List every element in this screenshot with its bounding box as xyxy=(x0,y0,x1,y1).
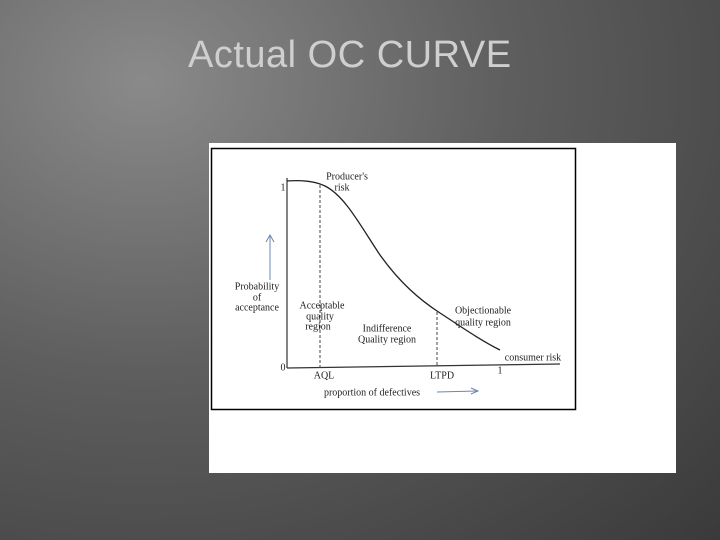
right-arrow xyxy=(436,390,478,393)
axis-label: of xyxy=(253,292,262,303)
axis-label: acceptance xyxy=(235,302,279,313)
label: region xyxy=(305,321,331,332)
oc-curve xyxy=(286,180,501,351)
label: consumer risk xyxy=(505,352,561,363)
label: AQL xyxy=(314,370,335,381)
label: Producer's xyxy=(326,171,368,182)
label: LTPD xyxy=(430,370,454,381)
label: Quality region xyxy=(358,334,416,345)
tick-label: 1 xyxy=(281,182,286,193)
label: Objectionable xyxy=(455,305,512,316)
label: Acceptable xyxy=(300,300,346,311)
up-arrow-head xyxy=(265,233,275,243)
x-axis xyxy=(286,363,561,369)
axis-label: proportion of defectives xyxy=(324,387,420,398)
label: quality xyxy=(306,311,334,322)
label: quality region xyxy=(455,317,511,328)
tick-label: 1 xyxy=(498,365,503,376)
tick-label: 0 xyxy=(281,362,286,373)
slide-title: Actual OC CURVE xyxy=(188,34,512,76)
figure-background xyxy=(209,143,676,473)
label: Indifference xyxy=(363,323,412,334)
figure-frame xyxy=(210,147,577,411)
label: risk xyxy=(335,182,350,193)
right-arrow-head xyxy=(470,387,480,395)
axis-label: Probability xyxy=(235,281,279,292)
